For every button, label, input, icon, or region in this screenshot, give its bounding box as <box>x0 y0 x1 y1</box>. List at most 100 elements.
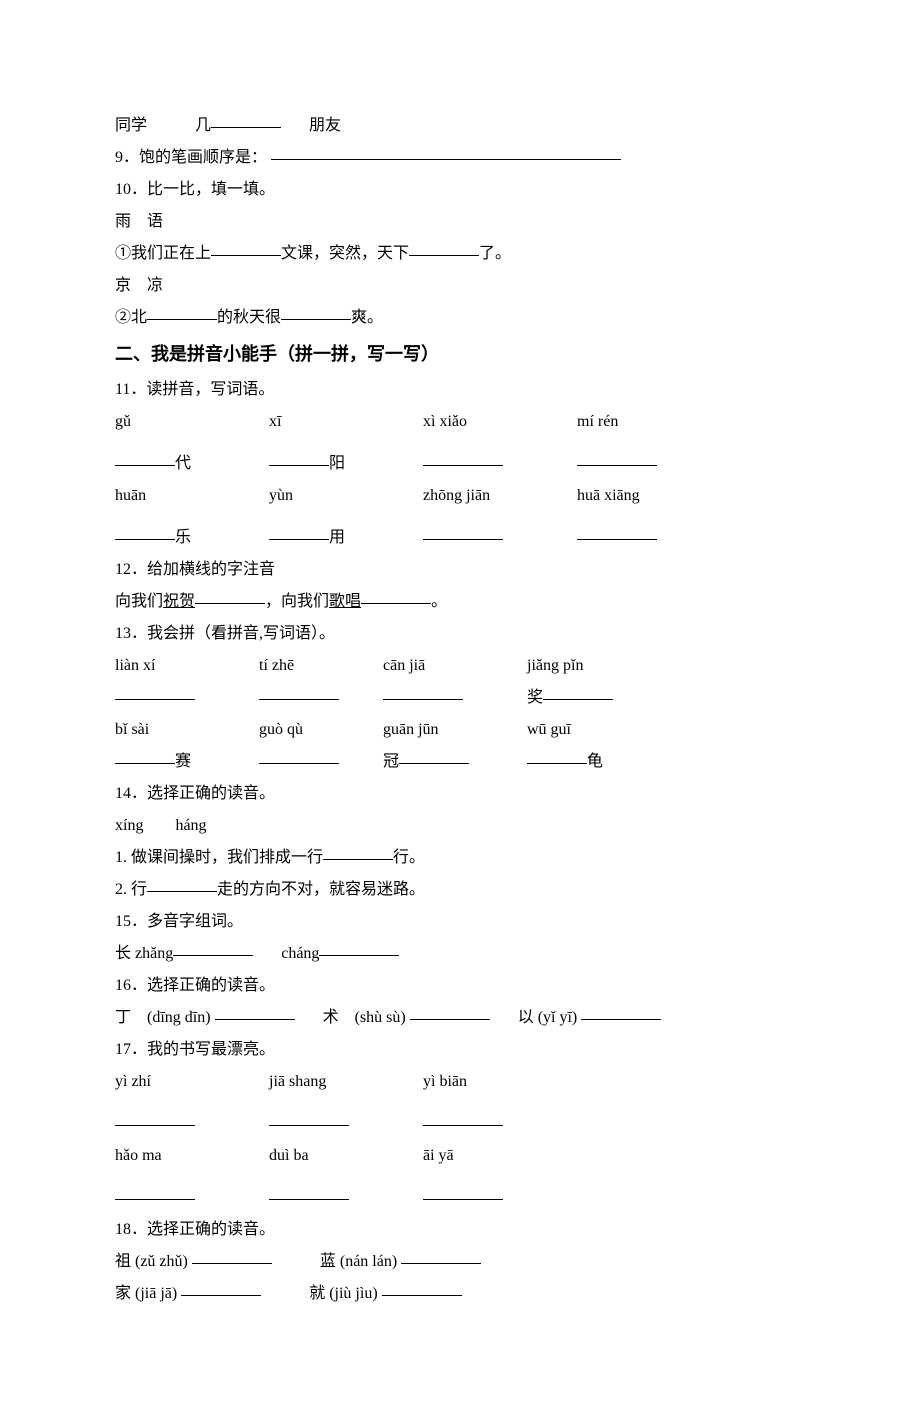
text: 蓝 (nán lán) <box>320 1253 401 1270</box>
q17-pinyin-row1: yì zhí jiā shang yì biān <box>115 1066 805 1098</box>
text: 的秋天很 <box>217 309 281 326</box>
document-page: 同学 几 朋友 9．饱的笔画顺序是： 10．比一比，填一填。 雨 语 ①我们正在… <box>0 0 920 1410</box>
text: 2. 行 <box>115 881 147 898</box>
text: 11．读拼音，写词语。 <box>115 381 274 398</box>
q17-answer-row2 <box>115 1182 805 1214</box>
blank <box>259 747 339 764</box>
pinyin: tí zhē <box>259 650 379 682</box>
blank <box>181 1279 261 1296</box>
blank <box>423 1183 503 1200</box>
pinyin: liàn xí <box>115 650 255 682</box>
blank <box>281 303 351 320</box>
q10-s2: ②北 的秋天很 爽。 <box>115 302 805 334</box>
pinyin: āi yā <box>423 1140 573 1172</box>
q11-pinyin-row2: huān yùn zhōng jiān huā xiāng <box>115 480 805 512</box>
q17-answer-row1 <box>115 1108 805 1140</box>
text: 行。 <box>393 849 425 866</box>
blank <box>423 523 503 540</box>
blank <box>423 1109 503 1126</box>
blank <box>409 239 479 256</box>
pinyin: guān jūn <box>383 714 523 746</box>
pinyin: xī <box>269 406 419 438</box>
blank <box>527 747 587 764</box>
text: 丁 (dīng dīn) <box>115 1009 215 1026</box>
pinyin: hǎo ma <box>115 1140 265 1172</box>
text: 代 <box>175 455 191 472</box>
pinyin: mí rén <box>577 406 727 438</box>
text: 13．我会拼（看拼音,写词语）。 <box>115 625 335 642</box>
text: 二、我是拼音小能手（拼一拼，写一写） <box>115 344 439 364</box>
text: 同学 <box>115 117 147 134</box>
blank <box>211 111 281 128</box>
blank <box>423 449 503 466</box>
pinyin: xì xiǎo <box>423 406 573 438</box>
text: 用 <box>329 529 345 546</box>
blank <box>269 1109 349 1126</box>
text: 9．饱的笔画顺序是： <box>115 149 267 166</box>
text: 雨 语 <box>115 213 163 230</box>
text: 爽。 <box>351 309 383 326</box>
blank <box>115 747 175 764</box>
blank <box>383 683 463 700</box>
q15-row: 长 zhǎng cháng <box>115 938 805 970</box>
q13-answer-row2: 赛 冠 龟 <box>115 746 805 778</box>
underlined: 歌唱 <box>329 593 361 610</box>
pinyin: duì ba <box>269 1140 419 1172</box>
q12-sentence: 向我们祝贺，向我们歌唱。 <box>115 586 805 618</box>
text: 文课，突然，天下 <box>281 245 409 262</box>
text: 乐 <box>175 529 191 546</box>
blank <box>543 683 613 700</box>
q14-pinyin: xíng háng <box>115 810 805 842</box>
text: 就 (jiù jìu) <box>309 1285 381 1302</box>
blank <box>147 303 217 320</box>
q10-s1: ①我们正在上 文课，突然，天下 了。 <box>115 238 805 270</box>
section-2-heading: 二、我是拼音小能手（拼一拼，写一写） <box>115 336 805 372</box>
line-intro: 同学 几 朋友 <box>115 110 805 142</box>
blank <box>319 939 399 956</box>
text: 。 <box>431 593 447 610</box>
text: 朋友 <box>309 117 341 134</box>
text: 16．选择正确的读音。 <box>115 977 275 994</box>
text: 家 (jiā jā) <box>115 1285 181 1302</box>
blank <box>399 747 469 764</box>
text: ①我们正在上 <box>115 245 211 262</box>
blank <box>410 1003 490 1020</box>
text: 向我们 <box>115 593 163 610</box>
text: 祖 (zǔ zhǔ) <box>115 1253 192 1270</box>
blank <box>269 523 329 540</box>
blank <box>192 1247 272 1264</box>
text: 1. 做课间操时，我们排成一行 <box>115 849 323 866</box>
pinyin: yì biān <box>423 1066 573 1098</box>
text: ②北 <box>115 309 147 326</box>
q11: 11．读拼音，写词语。 <box>115 374 805 406</box>
blank <box>115 683 195 700</box>
q17: 17．我的书写最漂亮。 <box>115 1034 805 1066</box>
pinyin: guò qù <box>259 714 379 746</box>
text: 京 凉 <box>115 277 163 294</box>
blank <box>115 449 175 466</box>
text: 15．多音字组词。 <box>115 913 243 930</box>
q11-answer-row2: 乐 用 <box>115 522 805 554</box>
q16: 16．选择正确的读音。 <box>115 970 805 1002</box>
text: 阳 <box>329 455 345 472</box>
pinyin: yì zhí <box>115 1066 265 1098</box>
q18: 18．选择正确的读音。 <box>115 1214 805 1246</box>
blank <box>115 1109 195 1126</box>
text: 18．选择正确的读音。 <box>115 1221 275 1238</box>
text: 走的方向不对，就容易迷路。 <box>217 881 425 898</box>
text: 了。 <box>479 245 511 262</box>
blank <box>382 1279 462 1296</box>
blank <box>271 143 621 160</box>
q18-row1: 祖 (zǔ zhǔ) 蓝 (nán lán) <box>115 1246 805 1278</box>
text: 术 (shù sù) <box>323 1009 410 1026</box>
text: cháng <box>281 945 319 962</box>
q14-s1: 1. 做课间操时，我们排成一行 行。 <box>115 842 805 874</box>
text: 赛 <box>175 753 191 770</box>
blank <box>173 939 253 956</box>
pinyin: jiā shang <box>269 1066 419 1098</box>
text: 几 <box>195 117 211 134</box>
text: 10．比一比，填一填。 <box>115 181 275 198</box>
blank <box>195 587 265 604</box>
q13-pinyin-row1: liàn xí tí zhē cān jiā jiǎng pǐn <box>115 650 805 682</box>
text: 长 zhǎng <box>115 945 173 962</box>
